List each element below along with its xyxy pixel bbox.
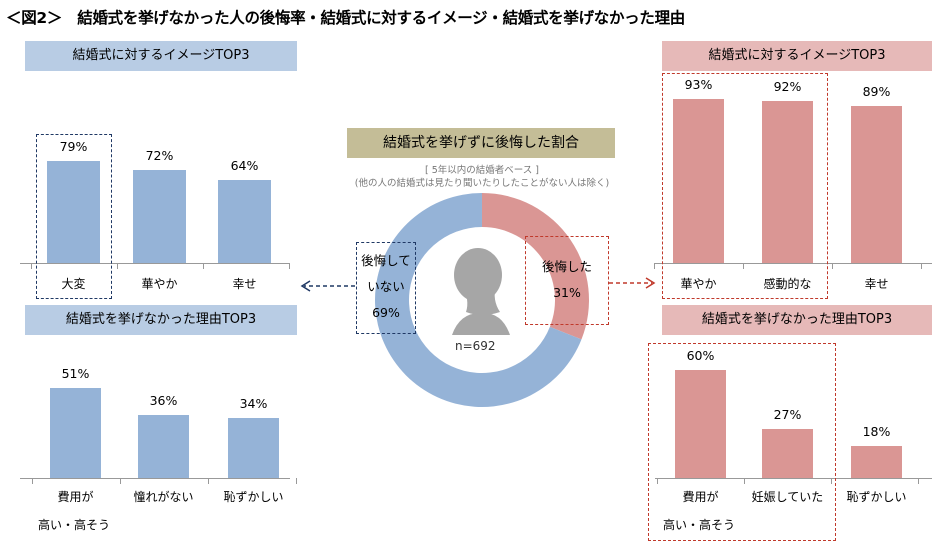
- axis-tick: [288, 263, 290, 269]
- highlight-box-right-image: [662, 73, 828, 299]
- category-label: 妊娠していた: [751, 490, 824, 504]
- category-label: 恥ずかしい: [846, 490, 907, 504]
- data-label: 51%: [61, 366, 90, 382]
- axis-line: [655, 478, 932, 479]
- highlight-box-right-reason: [648, 343, 836, 541]
- bar-right-reason-2: [851, 445, 902, 478]
- donut-segment-regret: [482, 193, 589, 340]
- axis-tick: [831, 478, 832, 484]
- axis-tick: [119, 478, 121, 484]
- axis-tick: [30, 263, 32, 269]
- regret-pct: 31%: [553, 285, 581, 300]
- bar-left-image-2: [218, 180, 271, 263]
- axis-tick: [918, 478, 919, 484]
- left-image-header: 結婚式に対するイメージTOP3: [25, 41, 297, 71]
- bar-left-image-0: [47, 161, 100, 263]
- axis-tick: [832, 263, 833, 269]
- data-label: 64%: [230, 158, 259, 174]
- data-label: 89%: [862, 84, 891, 100]
- axis-tick: [743, 263, 744, 269]
- axis-tick: [202, 263, 204, 269]
- data-label: 60%: [686, 348, 715, 363]
- not-regret-label-1: 後悔して: [361, 253, 411, 268]
- bar-right-image-0: [673, 99, 724, 263]
- category-label: 高い・高そう: [663, 518, 736, 532]
- data-label: 79%: [59, 139, 88, 155]
- category-label: 華やか: [141, 277, 178, 291]
- bar-right-image-2: [851, 106, 902, 263]
- center-subtitle-base: [ 5年以内の結婚者ベース ]: [424, 165, 540, 176]
- center-title: 結婚式を挙げずに後悔した割合: [347, 128, 615, 158]
- sample-size: n=692: [455, 339, 496, 353]
- bar-right-image-1: [762, 101, 813, 263]
- category-label: 幸せ: [864, 277, 889, 291]
- regret-box: [525, 236, 609, 325]
- left-reason-header: 結婚式を挙げなかった理由TOP3: [25, 305, 297, 335]
- bar-left-reason-0: [50, 388, 101, 478]
- axis-tick: [116, 263, 118, 269]
- regret-label: 後悔した: [541, 259, 592, 274]
- bar-left-reason-1: [138, 414, 189, 478]
- data-label: 27%: [773, 407, 802, 423]
- axis-line: [655, 263, 932, 264]
- category-label: 恥ずかしい: [223, 490, 284, 504]
- not-regret-pct: 69%: [372, 305, 400, 320]
- axis-line: [20, 263, 290, 264]
- not-regret-box: [356, 242, 416, 334]
- category-label: 高い・高そう: [38, 518, 111, 532]
- bar-left-reason-2: [228, 418, 279, 478]
- woman-silhouette-icon: [452, 248, 510, 335]
- axis-tick: [295, 478, 297, 484]
- axis-tick: [654, 263, 655, 269]
- data-label: 18%: [862, 423, 891, 439]
- category-label: 感動的な: [763, 277, 812, 291]
- bar-right-reason-1: [762, 429, 813, 478]
- data-label: 72%: [145, 148, 174, 164]
- axis-tick: [31, 478, 33, 484]
- not-regret-label-2: いない: [367, 279, 405, 294]
- category-label: 費用が: [57, 490, 94, 504]
- right-reason-header: 結婚式を挙げなかった理由TOP3: [662, 305, 932, 335]
- center-subtitle-note: (他の人の結婚式は見たり聞いたりしたことがない人は除く): [354, 178, 610, 189]
- donut-segment-not-regret: [374, 193, 582, 407]
- bar-right-reason-0: [675, 370, 726, 478]
- data-label: 34%: [239, 396, 268, 412]
- data-label: 36%: [149, 392, 178, 408]
- category-label: 華やか: [680, 277, 717, 291]
- axis-tick: [207, 478, 209, 484]
- category-label: 大変: [61, 277, 86, 291]
- right-image-header: 結婚式に対するイメージTOP3: [662, 41, 932, 71]
- axis-tick: [744, 478, 745, 484]
- highlight-box-left-image: [36, 134, 112, 299]
- axis-tick: [657, 478, 658, 484]
- data-label: 93%: [684, 77, 713, 93]
- category-label: 憧れがない: [133, 490, 194, 504]
- category-label: 幸せ: [232, 277, 257, 291]
- axis-tick: [921, 263, 922, 269]
- bar-left-image-1: [133, 170, 186, 263]
- data-label: 92%: [773, 79, 802, 95]
- figure-title: ＜図2＞ 結婚式を挙げなかった人の後悔率・結婚式に対するイメージ・結婚式を挙げな…: [6, 9, 685, 27]
- axis-line: [20, 478, 290, 479]
- category-label: 費用が: [682, 490, 719, 504]
